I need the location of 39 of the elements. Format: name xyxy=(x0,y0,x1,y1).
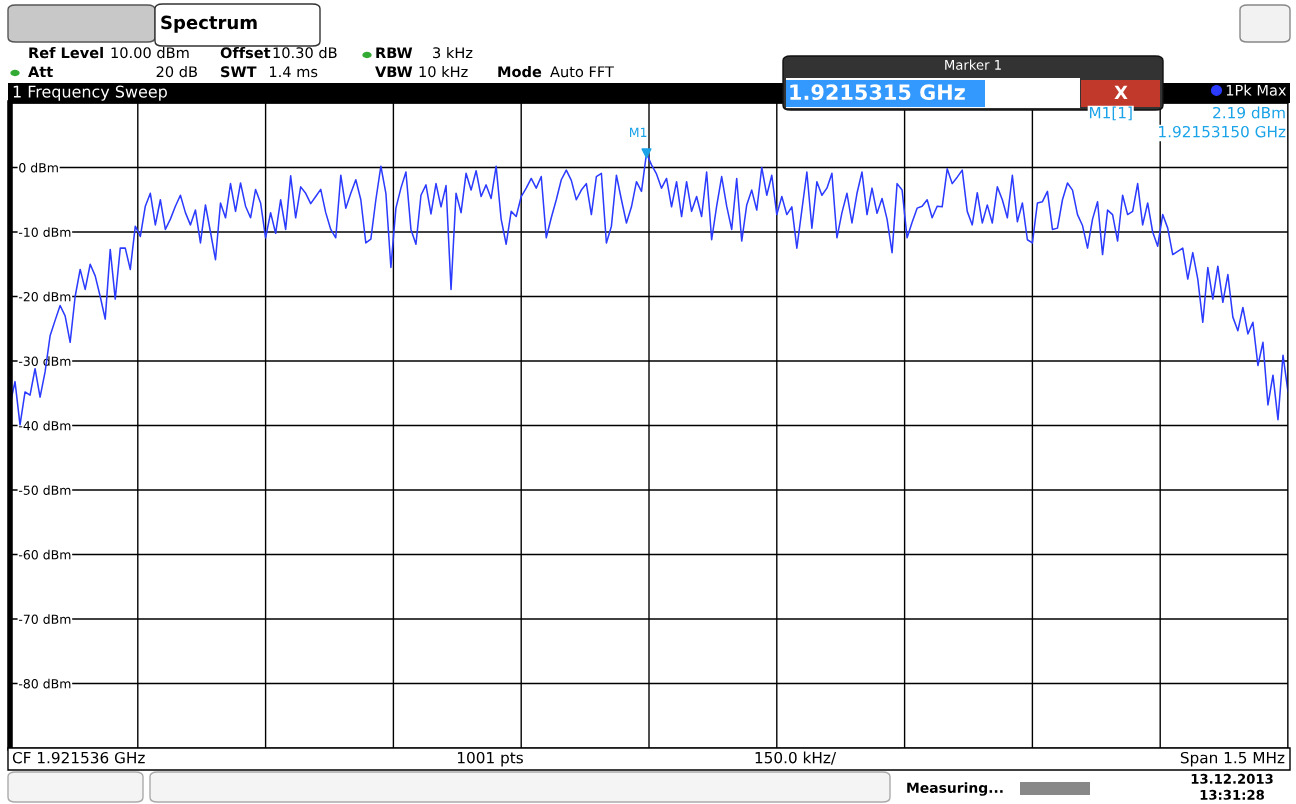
y-tick-label: 0 dBm xyxy=(19,162,58,173)
text: Mode xyxy=(498,65,542,78)
text: 10.00 dBm xyxy=(111,46,189,59)
y-tick-label: -70 dBm xyxy=(18,614,71,624)
chart-title: 1 Frequency Sweep xyxy=(13,85,167,101)
y-tick-label: -60 dBm xyxy=(18,549,71,560)
text: 13:31:28 xyxy=(1200,789,1264,800)
y-tick-label: -40 dBm xyxy=(18,420,71,431)
y-tick-label: -50 dBm xyxy=(18,485,71,495)
text: CF 1.921536 GHz xyxy=(12,751,145,764)
text: SWT xyxy=(221,66,257,78)
text: 1.9215315 GHz xyxy=(790,84,965,101)
text: 1.4 ms xyxy=(269,66,318,78)
y-tick-label: -80 dBm xyxy=(18,678,71,689)
text: 1001 pts xyxy=(457,751,523,767)
text: Offset xyxy=(220,46,271,59)
y-tick-label: -20 dBm xyxy=(18,291,71,302)
annotation: M1[1] xyxy=(1089,106,1132,121)
y-tick-label: -10 dBm xyxy=(18,227,71,237)
text: 20 dB xyxy=(156,65,197,78)
text: Span 1.5 MHz xyxy=(1180,751,1285,767)
text: 150.0 kHz/ xyxy=(755,751,837,765)
text: Auto FFT xyxy=(550,66,614,78)
text: 3 kHz xyxy=(433,46,473,59)
text: Measuring... xyxy=(907,782,1003,796)
text: Att xyxy=(28,66,53,78)
text: 10 kHz xyxy=(419,65,468,78)
text: VBW xyxy=(375,66,413,78)
annotation: M1 xyxy=(630,127,647,137)
text: X xyxy=(1114,85,1128,99)
legend-label: 1Pk Max xyxy=(1226,84,1287,96)
text: Marker 1 xyxy=(945,59,1001,70)
annotation: 1.92153150 GHz xyxy=(1159,125,1286,138)
text: Ref Level xyxy=(29,46,103,59)
annotation: 2.19 dBm xyxy=(1213,106,1285,119)
text: 13.12.2013 xyxy=(1191,773,1273,784)
text: RBW xyxy=(376,47,413,59)
text: 10.30 dB xyxy=(273,46,337,59)
text: Spectrum xyxy=(161,15,257,33)
